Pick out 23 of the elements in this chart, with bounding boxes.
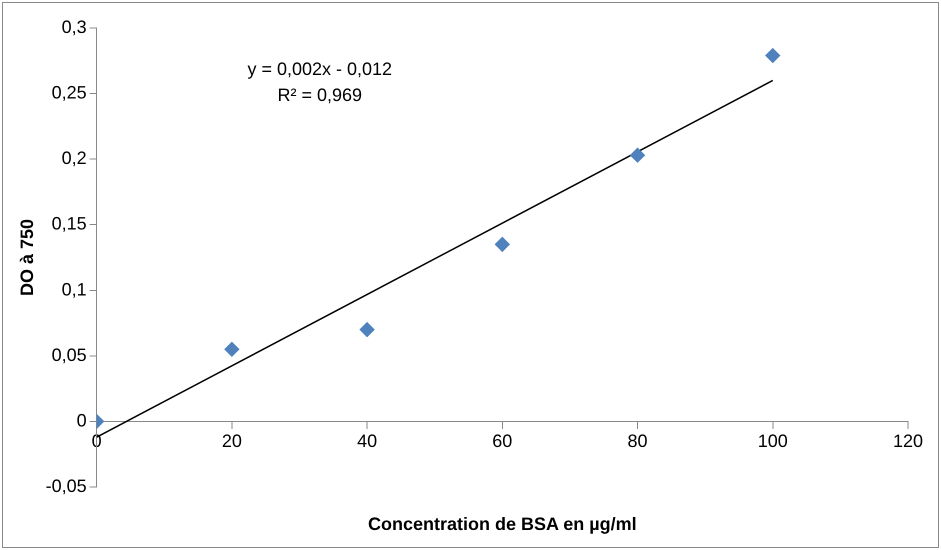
y-tick-label: 0,15 [52,214,87,234]
point [765,48,780,64]
y-tick-label: 0,1 [62,279,87,300]
point [494,236,510,252]
y-tick-label: 0,25 [52,82,87,103]
x-tick-label: 20 [222,431,242,452]
point [630,148,646,163]
annotation: R² = 0,969 [277,84,362,105]
y-tick-label: -0,05 [46,476,87,496]
x-axis-title: Concentration de BSA en µg/ml [368,514,637,534]
x-tick-label: 60 [492,431,512,452]
x-tick-label: 100 [758,431,788,452]
point [360,322,375,338]
y-tick-label: 0 [76,410,87,430]
y-tick-label: 0,2 [62,148,87,168]
x-tick-label: 120 [892,431,924,452]
annotation: y = 0,002x - 0,012 [247,58,392,79]
x-tick-label: 40 [357,431,378,452]
x-tick-label: 80 [628,431,648,452]
y-tick-label: 0,05 [52,344,87,365]
y-axis-title: DO à 750 [16,218,37,296]
y-tick-label: 0,3 [62,16,87,37]
point [224,342,240,357]
